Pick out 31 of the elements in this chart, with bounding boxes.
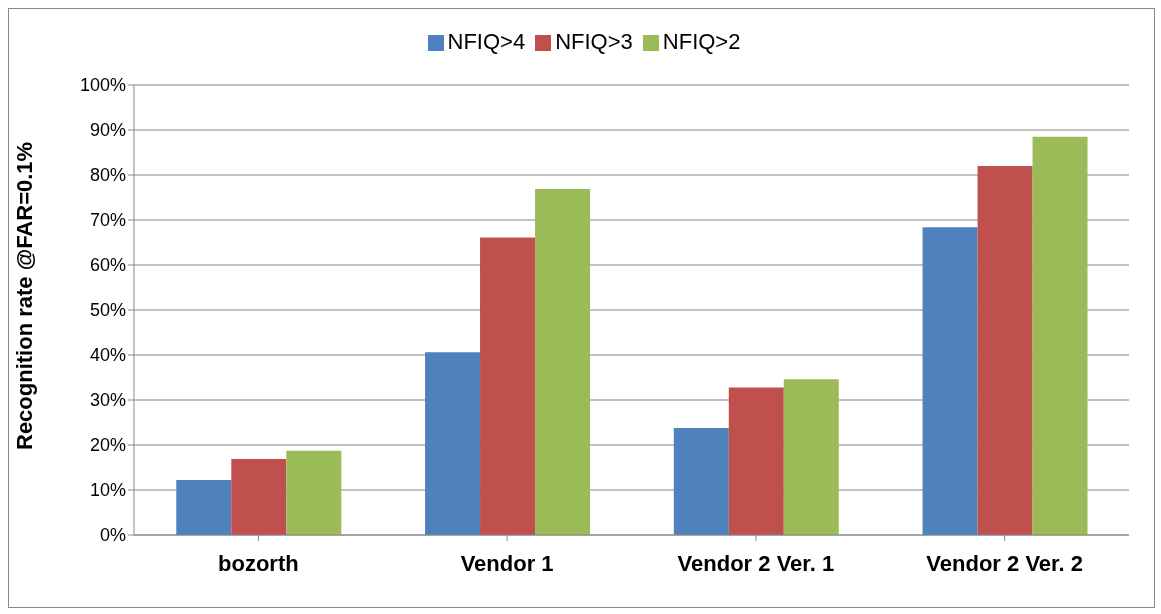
legend-label: NFIQ>3: [555, 29, 633, 54]
bar: [535, 188, 591, 535]
x-tick-label: Vendor 2 Ver. 2: [926, 550, 1083, 576]
y-axis-title: Recognition rate @FAR=0.1%: [11, 141, 37, 450]
y-tick-label: 40%: [89, 345, 126, 366]
bar: [1032, 136, 1088, 535]
legend-label: NFIQ>4: [447, 29, 526, 54]
y-tick-label: 30%: [89, 390, 126, 411]
legend-label: NFIQ>2: [662, 29, 741, 54]
bar: [977, 166, 1033, 535]
y-tick-label: 0%: [99, 525, 126, 546]
bar: [922, 227, 978, 535]
bar: [480, 237, 536, 535]
bar: [231, 458, 287, 535]
bar: [783, 379, 839, 535]
x-tick-label: bozorth: [218, 550, 299, 576]
x-tick-label: Vendor 1: [460, 550, 554, 576]
y-tick-label: 20%: [89, 435, 126, 456]
bar: [286, 450, 342, 535]
y-tick-label: 60%: [89, 255, 126, 276]
bar: [425, 352, 481, 535]
bar: [728, 387, 784, 535]
y-tick-label: 80%: [89, 165, 126, 186]
bar: [176, 480, 232, 535]
y-tick-label: 10%: [89, 480, 126, 501]
x-tick-label: Vendor 2 Ver. 1: [677, 550, 835, 576]
y-tick-label: 70%: [89, 210, 126, 231]
y-tick-label: 100%: [79, 75, 126, 96]
bar: [673, 427, 729, 535]
y-tick-label: 90%: [89, 120, 126, 141]
y-tick-label: 50%: [89, 300, 126, 321]
